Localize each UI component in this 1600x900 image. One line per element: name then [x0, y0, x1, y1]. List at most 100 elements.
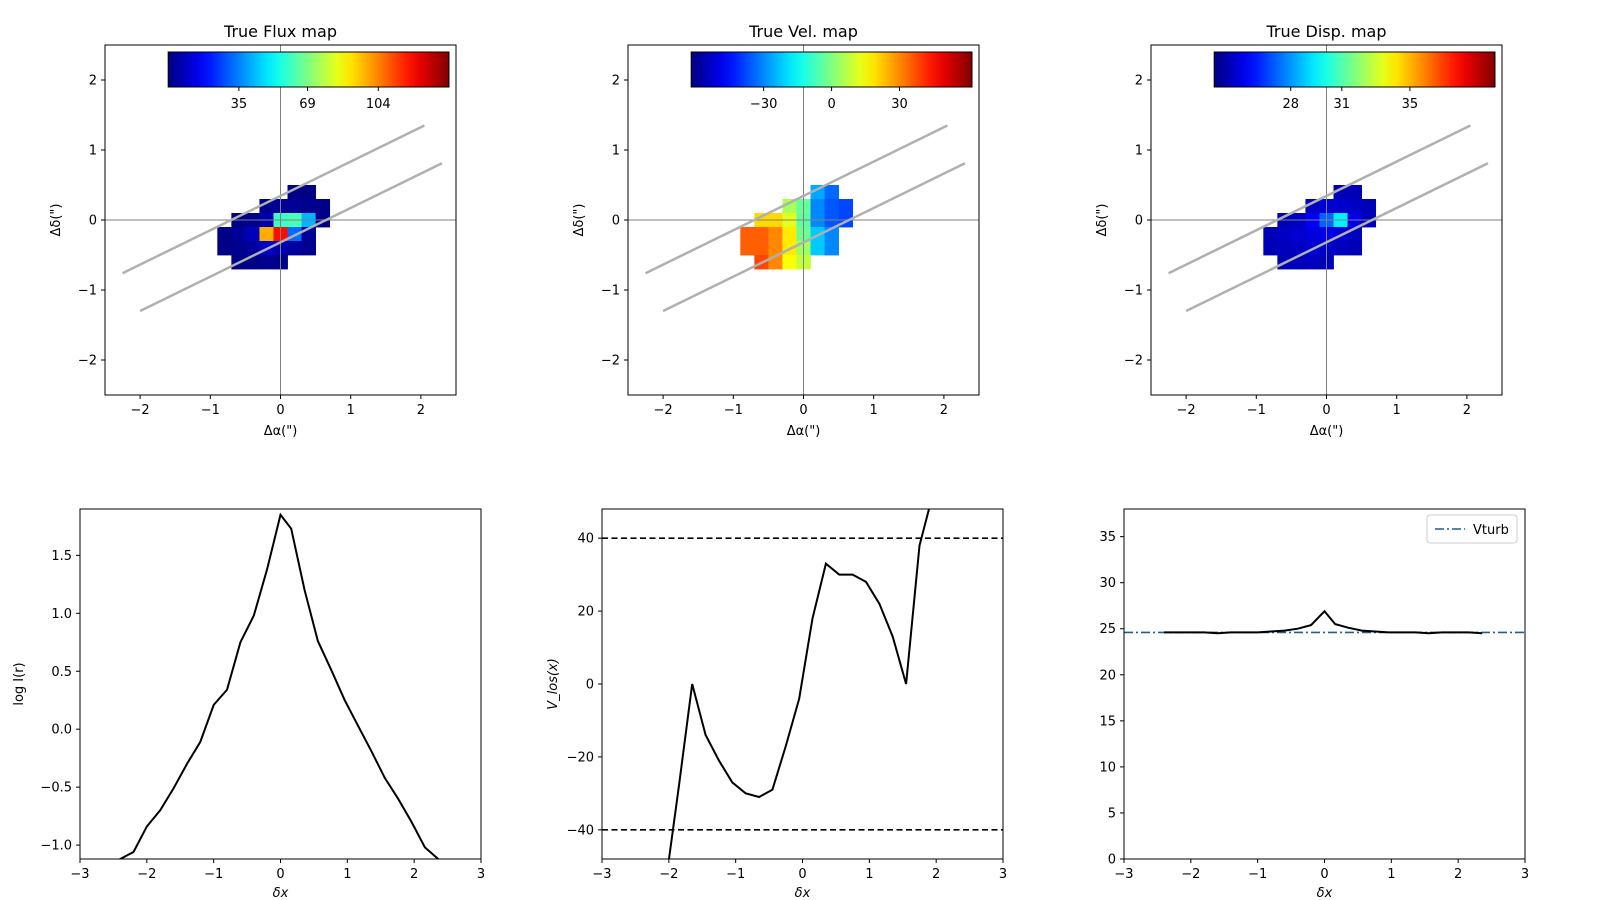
map-pixel [231, 227, 246, 242]
chart-title: True Disp. map [1265, 22, 1386, 41]
colorbar [690, 51, 973, 88]
x-tick-label: 2 [932, 867, 940, 882]
plot-area [1151, 45, 1502, 395]
map-pixel [287, 185, 302, 200]
y-tick-label: 25 [1099, 622, 1116, 637]
x-tick-label: −2 [1177, 403, 1196, 418]
x-tick-label: −3 [592, 867, 611, 882]
y-tick-label: 15 [1099, 714, 1116, 729]
panel-4: −3 −2 −1 0 1 2 3 −1.0 −0.5 0.0 0.5 1.0 1.5 δx log I(r) [12, 508, 485, 900]
y-tick-label: 0 [1135, 214, 1143, 229]
colorbar-tick-label: 69 [299, 97, 316, 112]
map-pixel [782, 255, 797, 270]
map-pixel [301, 199, 316, 214]
map-pixel [754, 227, 769, 242]
map-pixel [287, 199, 302, 214]
map-pixel [1263, 241, 1278, 256]
map-pixel [231, 241, 246, 256]
map-pixel [259, 255, 274, 270]
map-pixel [754, 241, 769, 256]
legend-box [1426, 514, 1518, 544]
x-tick-label: −1 [724, 403, 743, 418]
colorbar [1213, 51, 1496, 88]
map-pixel [315, 199, 331, 214]
y-tick-label: −0.5 [40, 781, 72, 796]
y-axis-label: V_los(x) [546, 658, 561, 710]
map-pixel [740, 227, 755, 242]
y-tick-label: −1 [78, 284, 97, 299]
x-axis-label: δx [795, 886, 811, 900]
x-tick-label: 2 [1454, 867, 1462, 882]
x-tick-label: 2 [410, 867, 418, 882]
x-tick-label: −2 [131, 403, 150, 418]
slit-line [122, 124, 425, 275]
colorbar-tick-label: 35 [1402, 97, 1419, 112]
y-tick-label: −1 [1124, 284, 1143, 299]
panel-1: 35 69 104 −2 −1 0 1 2 −2 −1 0 1 2 True Flux map Δα(") Δ… [49, 22, 457, 439]
y-tick-label: 2 [89, 74, 97, 89]
x-axis-label: δx [273, 886, 289, 900]
y-tick-label: 1.5 [51, 549, 72, 564]
colorbar-tick-label: 30 [891, 97, 908, 112]
slit-line [1185, 162, 1489, 313]
y-tick-label: 40 [577, 532, 594, 547]
map-pixel [1277, 241, 1292, 256]
y-tick-label: 20 [1099, 668, 1116, 683]
x-tick-label: −1 [726, 867, 745, 882]
map-pixel [301, 185, 316, 200]
series-line [118, 512, 440, 859]
plot-area [602, 509, 1003, 859]
y-tick-label: 0 [1108, 853, 1116, 868]
x-tick-label: 1 [343, 867, 351, 882]
colorbar-tick-label: −30 [750, 97, 777, 112]
x-tick-label: −1 [204, 867, 223, 882]
y-tick-label: 0 [612, 214, 620, 229]
map-pixel [217, 227, 232, 242]
colorbar-tick-label: 104 [366, 97, 391, 112]
map-pixel [1291, 227, 1306, 242]
map-pixel [824, 199, 839, 214]
x-tick-label: −1 [1248, 867, 1267, 882]
chart-title: True Flux map [223, 22, 337, 41]
y-tick-label: 10 [1099, 760, 1116, 775]
y-tick-label: 1.0 [51, 607, 72, 622]
x-tick-label: −2 [654, 403, 673, 418]
x-tick-label: 3 [477, 867, 485, 882]
x-tick-label: 0 [1322, 403, 1330, 418]
x-tick-label: −3 [1114, 867, 1133, 882]
map-pixel [768, 227, 783, 242]
y-tick-label: 2 [612, 74, 620, 89]
panel-2: −30 0 30 −2 −1 0 1 2 −2 −1 0 1 2 True Vel. map Δα(") Δδ… [572, 22, 980, 439]
x-tick-label: 2 [940, 403, 948, 418]
slit-line [645, 124, 948, 275]
map-pixel [1347, 241, 1362, 256]
x-tick-label: −2 [137, 867, 156, 882]
map-pixel [824, 241, 839, 256]
map-pixel [1277, 227, 1292, 242]
map-pixel [824, 185, 839, 200]
x-axis-label: Δα(") [264, 424, 298, 439]
colorbar-tick-label: 35 [231, 97, 248, 112]
x-tick-label: −1 [1247, 403, 1266, 418]
x-tick-label: 3 [999, 867, 1007, 882]
y-tick-label: −40 [567, 823, 594, 838]
colorbar-tick-label: 28 [1282, 97, 1299, 112]
map-pixel [782, 227, 797, 242]
y-tick-label: 20 [577, 605, 594, 620]
plot-area [1124, 609, 1525, 635]
map-pixel [810, 241, 825, 256]
map-pixel [768, 241, 783, 256]
map-pixel [1305, 199, 1320, 214]
x-tick-label: −2 [659, 867, 678, 882]
y-axis-label: Δδ(") [572, 204, 587, 237]
x-tick-label: 0 [276, 867, 284, 882]
x-tick-label: −1 [201, 403, 220, 418]
map-pixel [259, 227, 274, 242]
x-tick-label: 0 [1320, 867, 1328, 882]
map-pixel [810, 199, 825, 214]
x-tick-label: 1 [347, 403, 355, 418]
map-pixel [1333, 185, 1348, 200]
colorbar-tick-label: 31 [1334, 97, 1351, 112]
colorbar [167, 51, 450, 88]
